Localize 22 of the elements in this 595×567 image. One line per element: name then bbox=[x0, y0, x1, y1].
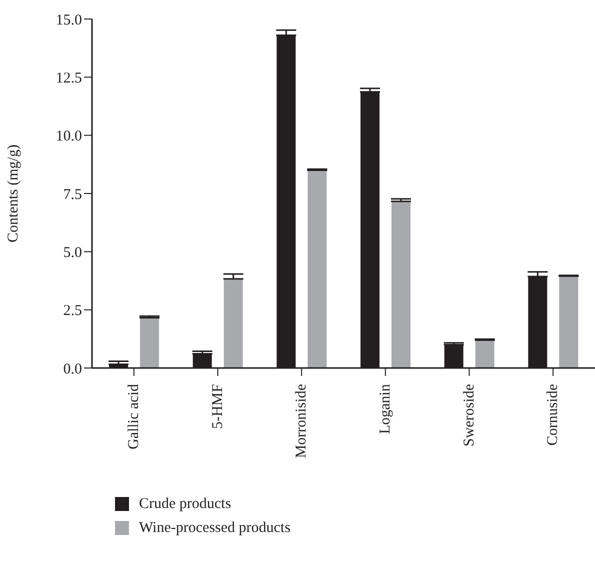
y-tick-label: 15.0 bbox=[56, 12, 82, 28]
y-tick-label: 2.5 bbox=[63, 303, 82, 320]
bar bbox=[224, 278, 243, 368]
x-tick-label: Morroniside bbox=[294, 384, 310, 458]
y-tick-label: 7.5 bbox=[63, 186, 82, 203]
bar bbox=[140, 318, 159, 368]
y-tick-label: 5.0 bbox=[63, 244, 82, 261]
y-tick-label: 10.0 bbox=[56, 128, 82, 145]
x-tick-label: 5-HMF bbox=[210, 384, 226, 430]
x-tick-label: Sweroside bbox=[461, 384, 478, 446]
bar bbox=[475, 340, 494, 368]
legend-label: Wine-processed products bbox=[139, 520, 290, 536]
y-tick-label: 12.5 bbox=[56, 70, 82, 86]
bar bbox=[308, 170, 327, 368]
legend-label: Crude products bbox=[139, 496, 232, 512]
x-tick-label: Cornuside bbox=[545, 384, 562, 446]
x-tick-label: Loganin bbox=[377, 384, 394, 434]
x-tick-label: Gallic acid bbox=[126, 384, 142, 450]
y-axis-title: Contents (mg/g) bbox=[5, 144, 22, 242]
bar bbox=[392, 201, 410, 368]
y-tick-label: 0.0 bbox=[63, 361, 82, 378]
bar bbox=[559, 276, 578, 368]
